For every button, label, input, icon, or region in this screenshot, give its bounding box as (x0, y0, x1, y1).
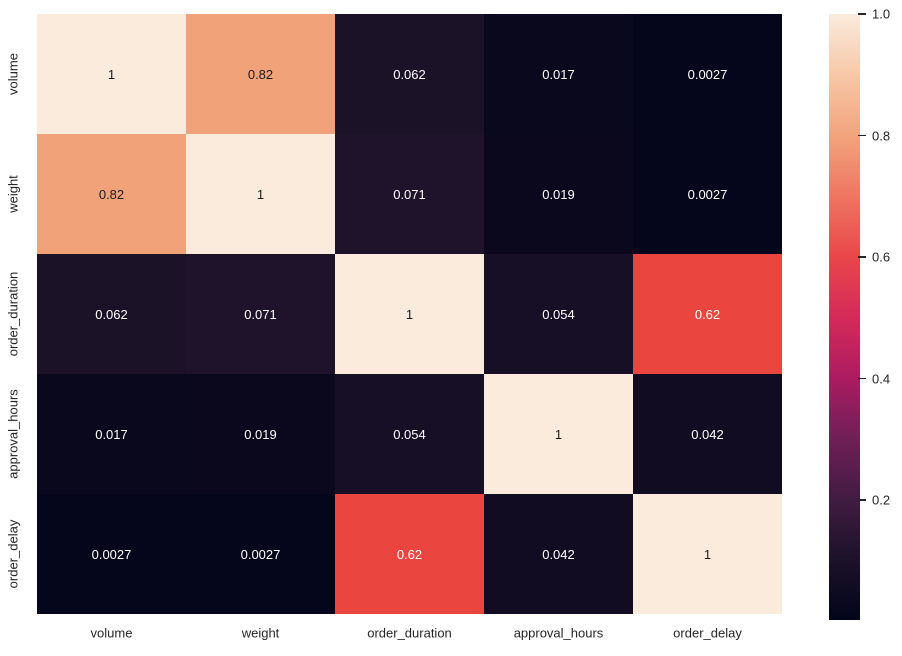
heatmap-cell: 0.62 (633, 254, 782, 374)
heatmap-cell: 0.054 (335, 374, 484, 494)
heatmap-cell: 1 (335, 254, 484, 374)
heatmap-cell: 0.062 (335, 14, 484, 134)
heatmap-cell: 0.071 (335, 134, 484, 254)
cell-value: 1 (703, 546, 712, 562)
heatmap-cell: 0.017 (484, 14, 633, 134)
colorbar (829, 14, 860, 620)
cell-value: 0.062 (95, 306, 128, 322)
colorbar-tick-label: 0.2 (872, 492, 891, 508)
y-axis-label: order_delay (5, 519, 21, 589)
x-axis-label: order_delay (673, 625, 742, 641)
cell-value: 0.042 (691, 426, 724, 442)
heatmap-cell: 0.042 (484, 494, 633, 614)
x-axis-label: volume (90, 625, 133, 641)
y-axis-label: order_duration (5, 271, 21, 357)
cell-value: 0.82 (98, 186, 125, 202)
heatmap-cell: 0.054 (484, 254, 633, 374)
y-axis-label: volume (5, 53, 21, 95)
colorbar-tick-mark (858, 134, 866, 137)
heatmap-cell: 0.019 (186, 374, 335, 494)
x-axis-label: order_duration (367, 625, 452, 641)
heatmap-cell: 0.62 (335, 494, 484, 614)
heatmap-cell: 0.0027 (633, 134, 782, 254)
y-axis-label: approval_hours (5, 389, 21, 479)
cell-value: 1 (554, 426, 563, 442)
heatmap-cell: 1 (633, 494, 782, 614)
colorbar-tick-mark (858, 13, 866, 15)
cell-value: 0.017 (95, 426, 128, 442)
heatmap-cell: 1 (484, 374, 633, 494)
colorbar-tick-mark (858, 499, 866, 501)
heatmap-cell: 0.019 (484, 134, 633, 254)
cell-value: 0.019 (542, 186, 575, 202)
heatmap-cell: 1 (186, 134, 335, 254)
cell-value: 0.071 (393, 186, 426, 202)
heatmap-cell: 0.042 (633, 374, 782, 494)
heatmap-cell: 0.0027 (186, 494, 335, 614)
heatmap-grid: 1 0.82 0.062 0.017 0.0027 0.82 1 0.071 0.019 0.00… (37, 14, 782, 614)
heatmap-cell: 0.071 (186, 254, 335, 374)
y-axis-label: weight (5, 175, 21, 213)
cell-value: 0.071 (244, 306, 277, 322)
cell-value: 0.62 (396, 546, 423, 562)
x-axis-label: weight (241, 625, 280, 641)
cell-value: 1 (405, 306, 414, 322)
cell-value: 0.019 (244, 426, 277, 442)
colorbar-tick-mark (858, 256, 866, 258)
colorbar-tick-label: 0.8 (872, 128, 891, 144)
cell-value: 0.054 (393, 426, 426, 442)
cell-value: 0.0027 (687, 66, 728, 82)
heatmap-cell: 0.82 (186, 14, 335, 134)
cell-value: 1 (107, 66, 116, 82)
cell-value: 0.0027 (240, 546, 281, 562)
heatmap-cell: 1 (37, 14, 186, 134)
cell-value: 0.0027 (687, 186, 728, 202)
cell-value: 0.042 (542, 546, 575, 562)
heatmap-cell: 0.0027 (37, 494, 186, 614)
colorbar-tick-label: 1.0 (872, 6, 891, 22)
heatmap-cell: 0.017 (37, 374, 186, 494)
cell-value: 1 (256, 186, 265, 202)
colorbar-tick-mark (858, 377, 866, 380)
cell-value: 0.82 (247, 66, 274, 82)
cell-value: 0.054 (542, 306, 575, 322)
heatmap-cell: 0.82 (37, 134, 186, 254)
cell-value: 0.017 (542, 66, 575, 82)
x-axis-label: approval_hours (513, 625, 604, 641)
cell-value: 0.0027 (91, 546, 132, 562)
colorbar-tick-label: 0.6 (872, 249, 891, 265)
colorbar-tick-label: 0.4 (872, 371, 891, 387)
cell-value: 0.062 (393, 66, 426, 82)
cell-value: 0.62 (694, 306, 721, 322)
heatmap-cell: 0.0027 (633, 14, 782, 134)
heatmap-cell: 0.062 (37, 254, 186, 374)
